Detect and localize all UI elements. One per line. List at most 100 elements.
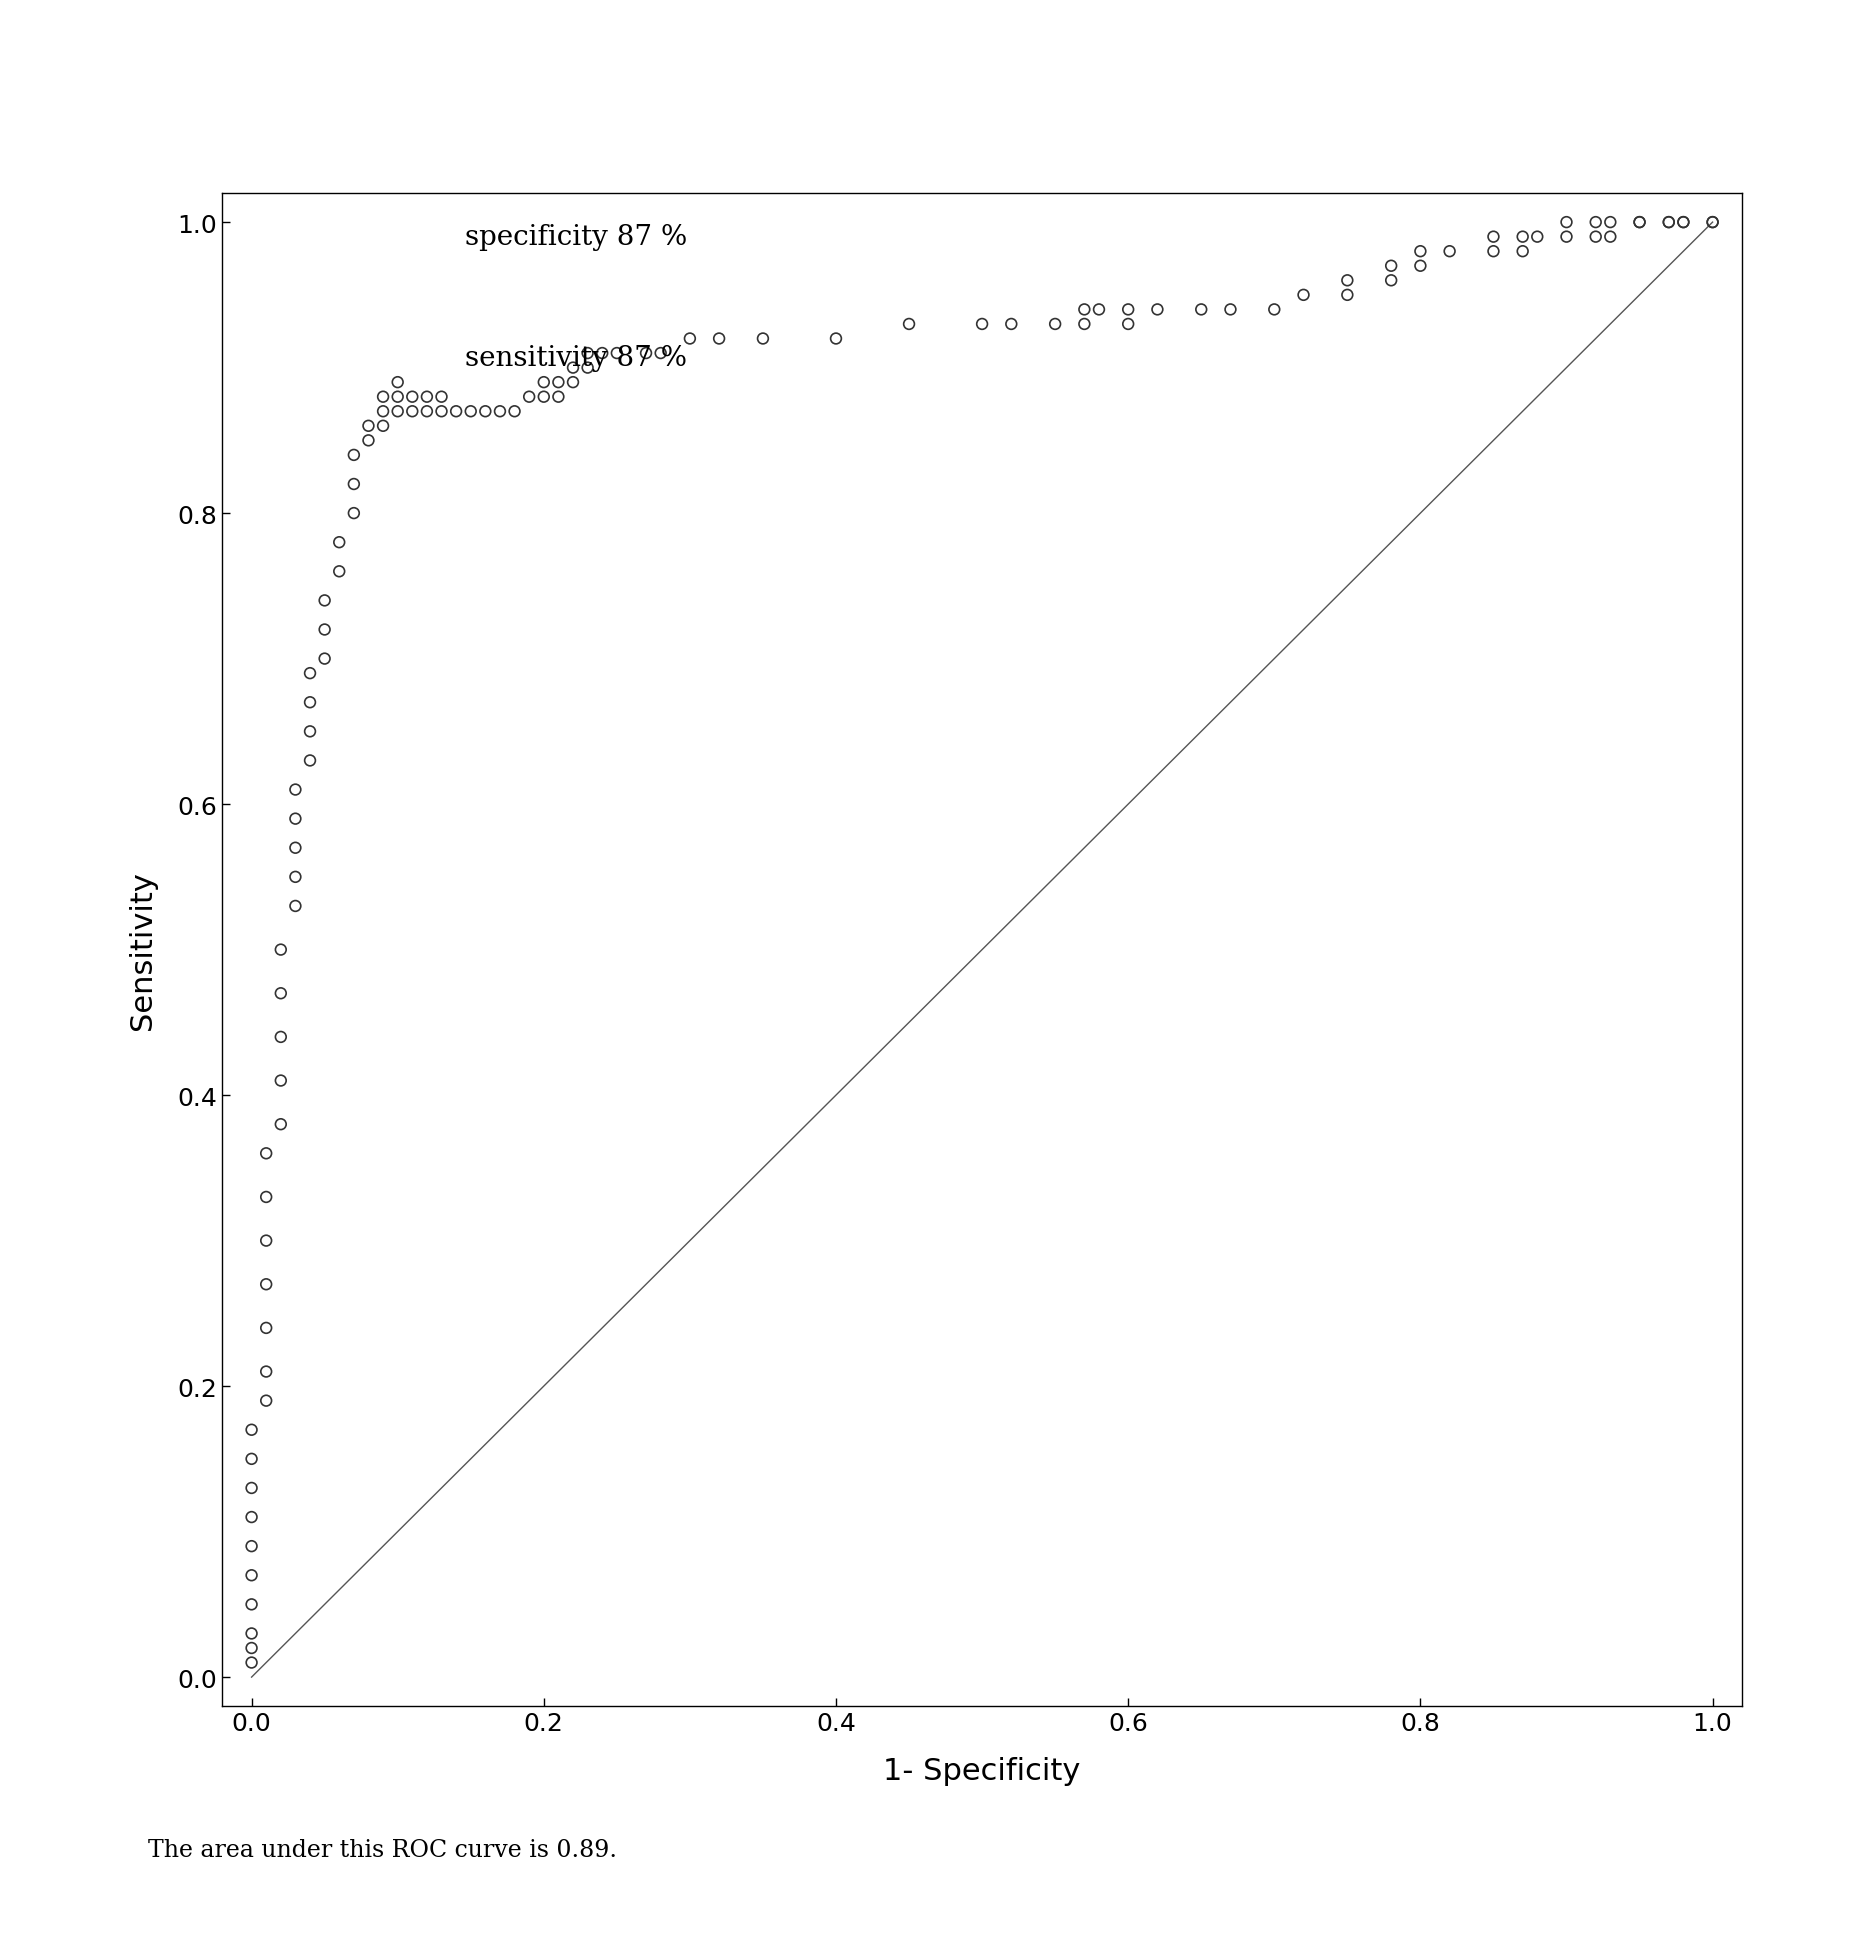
Text: specificity 87 %: specificity 87 % — [465, 225, 687, 252]
Point — [1186, 295, 1216, 326]
Text: sensitivity 87 %: sensitivity 87 % — [465, 345, 687, 372]
Point — [1668, 207, 1697, 238]
Point — [252, 1181, 282, 1214]
Point — [1668, 207, 1697, 238]
Point — [1143, 295, 1173, 326]
Point — [1508, 223, 1538, 254]
Point — [252, 1384, 282, 1415]
Point — [967, 310, 997, 341]
Point — [324, 556, 354, 588]
Point — [1655, 207, 1684, 238]
Point — [295, 747, 324, 778]
Point — [339, 469, 369, 500]
Point — [1551, 207, 1581, 238]
Point — [267, 1022, 296, 1053]
Point — [237, 1590, 267, 1621]
Point — [1581, 207, 1610, 238]
Point — [1332, 266, 1362, 297]
Point — [237, 1443, 267, 1474]
Point — [674, 324, 704, 355]
Point — [267, 1066, 296, 1097]
Point — [384, 368, 413, 399]
Point — [252, 1225, 282, 1256]
Point — [602, 339, 632, 370]
Point — [471, 397, 500, 429]
Point — [587, 339, 617, 370]
Point — [647, 339, 676, 370]
Point — [1479, 237, 1508, 268]
Point — [324, 527, 354, 558]
Point — [997, 310, 1027, 341]
Point — [252, 1313, 282, 1344]
Point — [237, 1415, 267, 1446]
Point — [1697, 207, 1727, 238]
Point — [1114, 295, 1143, 326]
Point — [456, 397, 485, 429]
Point — [252, 1357, 282, 1388]
Point — [500, 397, 530, 429]
Point — [397, 382, 426, 413]
Point — [339, 498, 369, 529]
Point — [1114, 310, 1143, 341]
Point — [573, 353, 602, 384]
Point — [543, 368, 573, 399]
Point — [354, 427, 384, 458]
Point — [1625, 207, 1655, 238]
Point — [821, 324, 851, 355]
Point — [252, 1138, 282, 1169]
Point — [632, 339, 662, 370]
Point — [280, 861, 309, 892]
Point — [280, 803, 309, 834]
Point — [309, 615, 339, 646]
Point — [384, 397, 413, 429]
Point — [426, 397, 456, 429]
Point — [558, 353, 587, 384]
Point — [1523, 223, 1553, 254]
Point — [1479, 223, 1508, 254]
Point — [237, 1474, 267, 1505]
Point — [1216, 295, 1245, 326]
Point — [528, 382, 558, 413]
Point — [309, 644, 339, 675]
Point — [354, 411, 384, 442]
Point — [749, 324, 778, 355]
Point — [1625, 207, 1655, 238]
Point — [339, 440, 369, 471]
Point — [1581, 223, 1610, 254]
Point — [1040, 310, 1069, 341]
Point — [267, 935, 296, 966]
Point — [295, 717, 324, 748]
Point — [237, 1633, 267, 1664]
Point — [1595, 207, 1625, 238]
Point — [1377, 252, 1406, 283]
Point — [309, 586, 339, 617]
Point — [1377, 266, 1406, 297]
Point — [237, 1648, 267, 1679]
Point — [267, 1109, 296, 1140]
Point — [485, 397, 515, 429]
Point — [1332, 281, 1362, 312]
X-axis label: 1- Specificity: 1- Specificity — [884, 1757, 1080, 1786]
Point — [280, 776, 309, 807]
Point — [397, 397, 426, 429]
Point — [1260, 295, 1290, 326]
Point — [1288, 281, 1317, 312]
Point — [1069, 310, 1099, 341]
Point — [1084, 295, 1114, 326]
Point — [267, 979, 296, 1010]
Point — [295, 659, 324, 690]
Point — [369, 382, 398, 413]
Point — [573, 339, 602, 370]
Point — [704, 324, 734, 355]
Point — [1069, 295, 1099, 326]
Point — [411, 397, 441, 429]
Point — [237, 1559, 267, 1590]
Point — [295, 686, 324, 717]
Point — [1406, 252, 1436, 283]
Point — [1595, 223, 1625, 254]
Point — [1434, 237, 1464, 268]
Point — [252, 1268, 282, 1299]
Point — [441, 397, 471, 429]
Point — [1655, 207, 1684, 238]
Y-axis label: Sensitivity: Sensitivity — [128, 871, 158, 1030]
